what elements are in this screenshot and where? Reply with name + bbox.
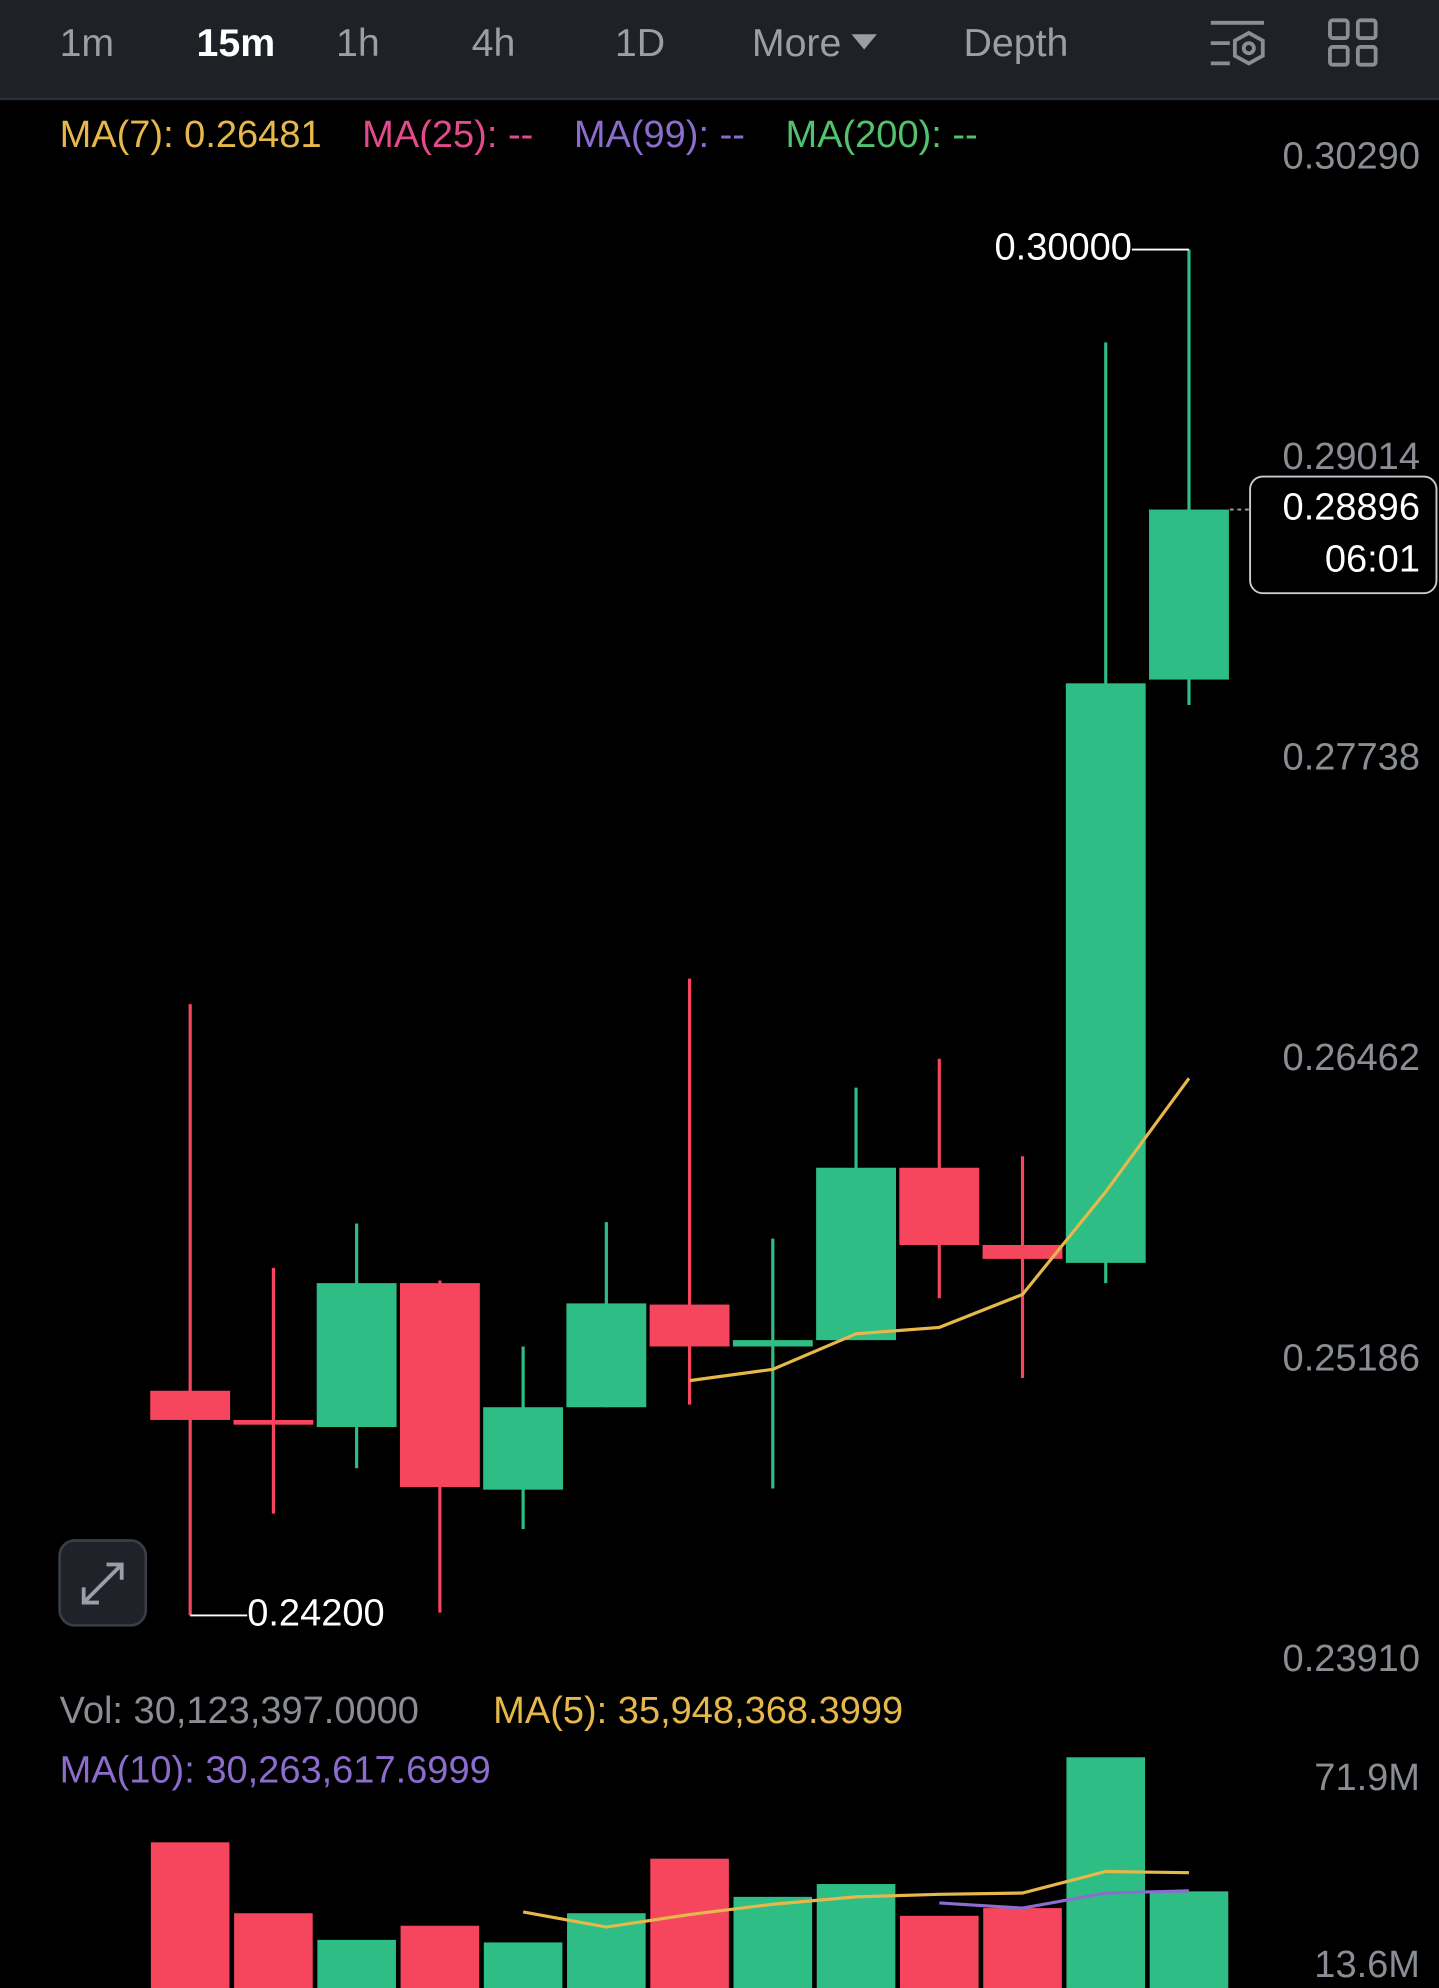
expand-button[interactable] (58, 1539, 148, 1627)
settings-icon[interactable] (1210, 20, 1265, 66)
volume-bar (650, 1858, 729, 1988)
price-tick-label: 0.23910 (1283, 1638, 1420, 1680)
timeframe-tab[interactable]: 4h (472, 21, 516, 65)
volume-legend: MA(10): 30,263,617.6999 (60, 1750, 491, 1792)
price-tick-label: 0.27738 (1283, 736, 1420, 778)
price-tick-label: 0.30290 (1283, 135, 1420, 177)
volume-bar (317, 1939, 396, 1988)
ma-legend: MA(7): 0.26481 (60, 114, 322, 156)
volume-ma-line (939, 1889, 1190, 1910)
candle-body (316, 1283, 397, 1428)
ma-legend: MA(99): -- (574, 114, 745, 156)
timeframe-tab[interactable]: Depth (964, 21, 1069, 65)
candle-body (1065, 683, 1146, 1263)
volume-bar (983, 1908, 1062, 1988)
price-tick-label: 0.29014 (1283, 436, 1420, 478)
candle-body (816, 1167, 896, 1341)
candle-body (483, 1407, 564, 1490)
timeframe-tab[interactable]: 15m (197, 21, 276, 65)
low-label: 0.24200 (247, 1592, 384, 1634)
volume-bar (400, 1925, 480, 1988)
candle-body (233, 1419, 314, 1425)
candle-body (566, 1303, 647, 1408)
dropdown-arrow (851, 34, 877, 50)
volume-legend: MA(5): 35,948,368.3999 (493, 1690, 903, 1732)
volume-tick-label: 13.6M (1314, 1944, 1420, 1986)
price-tick-label: 0.26462 (1283, 1037, 1420, 1079)
toolbar (0, 0, 1439, 99)
volume-legend: Vol: 30,123,397.0000 (60, 1690, 419, 1732)
candle-body (732, 1340, 813, 1347)
ma-legend: MA(25): -- (362, 114, 533, 156)
price-tick-label: 0.25186 (1283, 1337, 1420, 1379)
volume-bar (234, 1913, 313, 1988)
high-label: 0.30000 (995, 227, 1132, 269)
last-price-box (1249, 475, 1438, 595)
volume-bar (1149, 1891, 1229, 1988)
volume-bar (150, 1842, 230, 1988)
candle-body (150, 1390, 231, 1420)
timeframe-tab[interactable]: 1D (615, 21, 665, 65)
volume-ma-line (522, 1869, 1190, 1929)
layout-icon[interactable] (1328, 18, 1378, 67)
countdown: 06:01 (1325, 539, 1420, 581)
candle-body (982, 1244, 1063, 1259)
volume-bar (899, 1915, 979, 1988)
timeframe-tab[interactable]: More (752, 21, 842, 65)
volume-bar (733, 1896, 813, 1988)
last-price: 0.28896 (1283, 487, 1420, 529)
ma-line (689, 1077, 1191, 1383)
volume-bar (816, 1884, 896, 1988)
candle-body (399, 1283, 480, 1488)
volume-tick-label: 71.9M (1314, 1757, 1420, 1799)
ma-legend: MA(200): -- (785, 114, 977, 156)
timeframe-tab[interactable]: 1m (60, 21, 115, 65)
volume-bar (483, 1942, 563, 1988)
candle-body (1149, 509, 1229, 680)
timeframe-tab[interactable]: 1h (336, 21, 380, 65)
candle-body (899, 1167, 980, 1245)
candle-body (649, 1304, 730, 1347)
